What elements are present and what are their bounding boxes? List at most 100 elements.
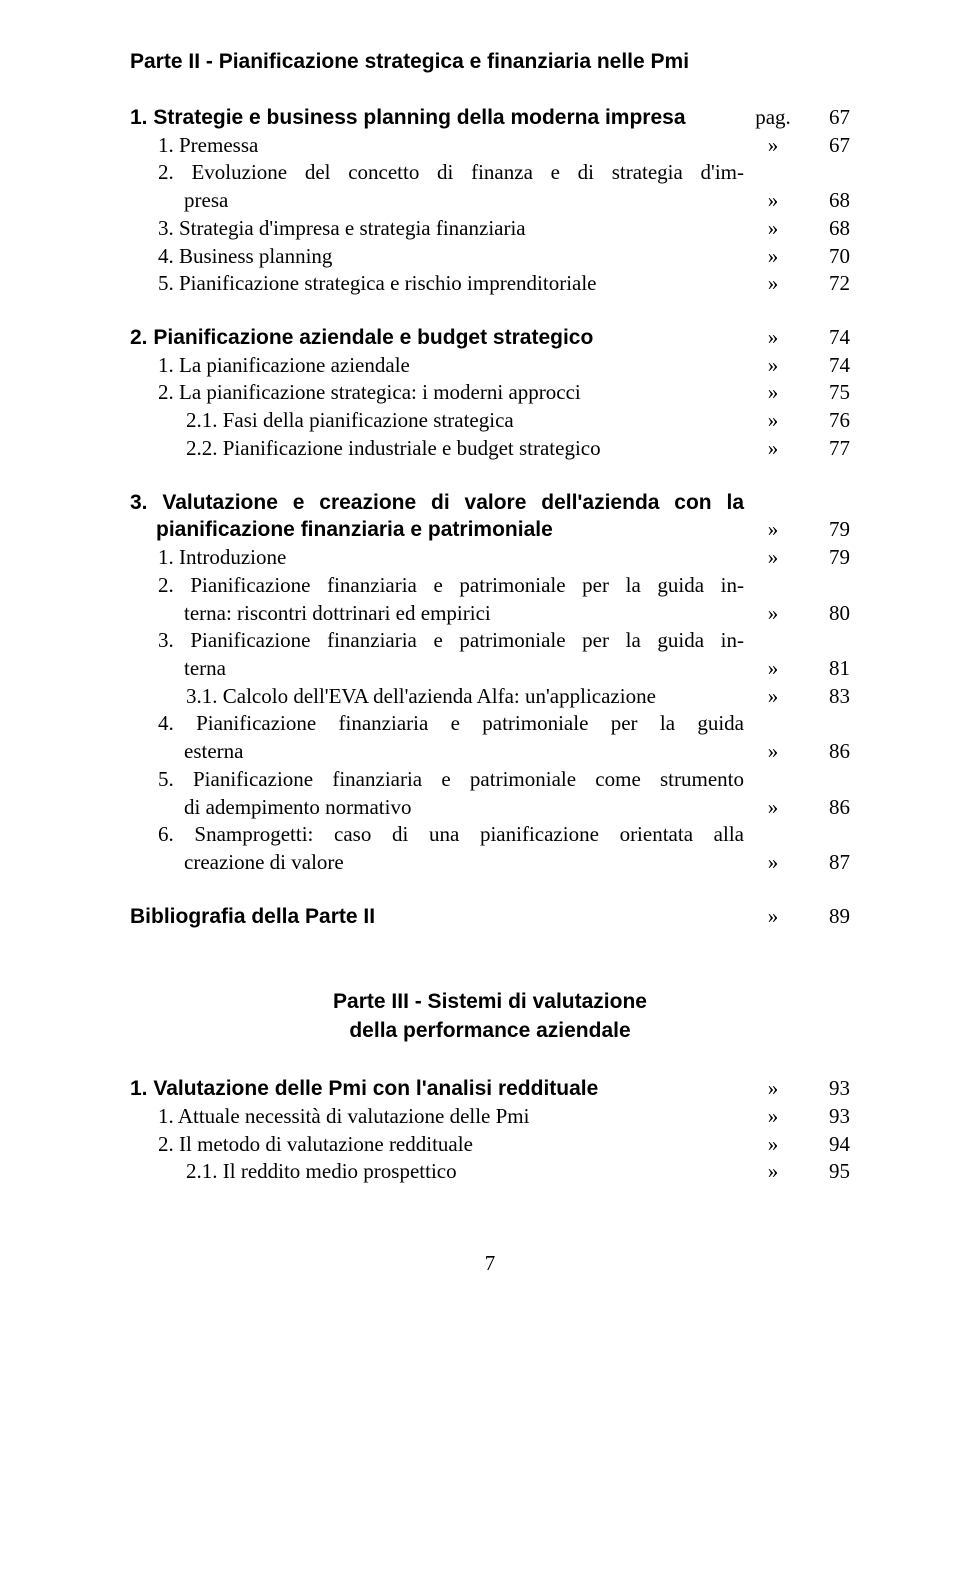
toc-sym: »: [744, 132, 802, 160]
toc-page: 95: [802, 1158, 850, 1186]
toc-item: 2. Il metodo di valutazione reddituale: [156, 1131, 744, 1159]
toc-sym: »: [744, 187, 802, 215]
toc-page: 83: [802, 683, 850, 711]
toc-row: presa » 68: [130, 187, 850, 215]
toc-page: 74: [802, 352, 850, 380]
toc-page: 70: [802, 243, 850, 271]
toc-sym: »: [744, 215, 802, 243]
toc-item: 2. La pianificazione strategica: i moder…: [156, 379, 744, 407]
toc-page: 72: [802, 270, 850, 298]
toc-bibliography-row: Bibliografia della Parte II » 89: [130, 903, 850, 931]
toc-row: 2.1. Il reddito medio prospettico » 95: [130, 1158, 850, 1186]
toc-row: 6. Snamprogetti: caso di una pianificazi…: [130, 821, 850, 849]
toc-page: 68: [802, 187, 850, 215]
toc-page: 87: [802, 849, 850, 877]
toc-item-cont: esterna: [130, 738, 744, 766]
toc-item: 5. Pianificazione strategica e rischio i…: [156, 270, 744, 298]
toc-row: 2.2. Pianificazione industriale e budget…: [130, 435, 850, 463]
toc-heading-cont: pianificazione finanziaria e patrimonial…: [130, 516, 744, 544]
toc-page: 68: [802, 215, 850, 243]
toc-sym: »: [744, 243, 802, 271]
toc-sym: »: [744, 1158, 802, 1186]
part-ii-title: Parte II - Pianificazione strategica e f…: [130, 50, 850, 74]
toc-section-4: 1. Valutazione delle Pmi con l'analisi r…: [130, 1075, 850, 1186]
toc-subitem: 3.1. Calcolo dell'EVA dell'azienda Alfa:…: [168, 683, 744, 711]
toc-section-3: 3. Valutazione e creazione di valore del…: [130, 489, 850, 877]
toc-item: 3. Strategia d'impresa e strategia finan…: [156, 215, 744, 243]
toc-item: 2. Pianificazione finanziaria e patrimon…: [156, 572, 744, 600]
toc-heading: 1. Valutazione delle Pmi con l'analisi r…: [156, 1075, 744, 1103]
toc-sym: »: [744, 544, 802, 572]
toc-page: 74: [802, 324, 850, 352]
toc-sym: »: [744, 1075, 802, 1103]
toc-item-cont: terna: [130, 655, 744, 683]
toc-sym: pag.: [744, 104, 802, 132]
toc-item: 1. La pianificazione aziendale: [156, 352, 744, 380]
toc-sym: »: [744, 1131, 802, 1159]
toc-page: 86: [802, 738, 850, 766]
toc-item-cont: terna: riscontri dottrinari ed empirici: [130, 600, 744, 628]
toc-row: 1. Attuale necessità di valutazione dell…: [130, 1103, 850, 1131]
toc-row: 2. Pianificazione aziendale e budget str…: [130, 324, 850, 352]
part-iii-title: Parte III - Sistemi di valutazione della…: [130, 988, 850, 1045]
toc-row: 1. Premessa » 67: [130, 132, 850, 160]
toc-row: 3. Strategia d'impresa e strategia finan…: [130, 215, 850, 243]
toc-bibliography: Bibliografia della Parte II: [130, 903, 744, 931]
toc-page: 67: [802, 132, 850, 160]
toc-page: 93: [802, 1075, 850, 1103]
toc-heading: 2. Pianificazione aziendale e budget str…: [156, 324, 744, 352]
toc-sym: »: [744, 849, 802, 877]
toc-subitem: 2.1. Fasi della pianificazione strategic…: [168, 407, 744, 435]
toc-row: 1. Introduzione » 79: [130, 544, 850, 572]
toc-heading: 1. Strategie e business planning della m…: [156, 104, 744, 132]
toc-row: 2. Evoluzione del concetto di finanza e …: [130, 159, 850, 187]
toc-row: 1. Valutazione delle Pmi con l'analisi r…: [130, 1075, 850, 1103]
part-iii-title-line2: della performance aziendale: [349, 1019, 630, 1042]
toc-page: 93: [802, 1103, 850, 1131]
toc-row: 2.1. Fasi della pianificazione strategic…: [130, 407, 850, 435]
toc-row: 2. La pianificazione strategica: i moder…: [130, 379, 850, 407]
toc-page: 79: [802, 544, 850, 572]
toc-item: 6. Snamprogetti: caso di una pianificazi…: [156, 821, 744, 849]
toc-row: 1. La pianificazione aziendale » 74: [130, 352, 850, 380]
toc-sym: »: [744, 794, 802, 822]
toc-sym: »: [744, 600, 802, 628]
toc-page: 80: [802, 600, 850, 628]
toc-item-cont: presa: [130, 187, 744, 215]
toc-page: 89: [802, 903, 850, 931]
toc-section-1: 1. Strategie e business planning della m…: [130, 104, 850, 298]
toc-item: 3. Pianificazione finanziaria e patrimon…: [156, 627, 744, 655]
toc-page: 67: [802, 104, 850, 132]
toc-row: esterna » 86: [130, 738, 850, 766]
toc-sym: »: [744, 352, 802, 380]
toc-page: 75: [802, 379, 850, 407]
toc-item-cont: di adempimento normativo: [130, 794, 744, 822]
toc-row: terna » 81: [130, 655, 850, 683]
toc-section-2: 2. Pianificazione aziendale e budget str…: [130, 324, 850, 463]
toc-row: pianificazione finanziaria e patrimonial…: [130, 516, 850, 544]
toc-sym: »: [744, 655, 802, 683]
toc-sym: »: [744, 683, 802, 711]
toc-page: 79: [802, 516, 850, 544]
toc-row: 1. Strategie e business planning della m…: [130, 104, 850, 132]
toc-row: creazione di valore » 87: [130, 849, 850, 877]
toc-sym: »: [744, 407, 802, 435]
toc-sym: »: [744, 435, 802, 463]
toc-row: terna: riscontri dottrinari ed empirici …: [130, 600, 850, 628]
part-iii-title-line1: Parte III - Sistemi di valutazione: [333, 990, 647, 1013]
toc-page: 76: [802, 407, 850, 435]
toc-item: 5. Pianificazione finanziaria e patrimon…: [156, 766, 744, 794]
toc-sym: »: [744, 324, 802, 352]
toc-item: 1. Premessa: [156, 132, 744, 160]
toc-row: di adempimento normativo » 86: [130, 794, 850, 822]
toc-sym: »: [744, 738, 802, 766]
toc-page: 94: [802, 1131, 850, 1159]
toc-row: 3.1. Calcolo dell'EVA dell'azienda Alfa:…: [130, 683, 850, 711]
toc-sym: »: [744, 516, 802, 544]
toc-page: 81: [802, 655, 850, 683]
toc-page: 77: [802, 435, 850, 463]
toc-item: 1. Introduzione: [156, 544, 744, 572]
toc-sym: »: [744, 1103, 802, 1131]
toc-sym: »: [744, 903, 802, 931]
toc-row: 5. Pianificazione finanziaria e patrimon…: [130, 766, 850, 794]
